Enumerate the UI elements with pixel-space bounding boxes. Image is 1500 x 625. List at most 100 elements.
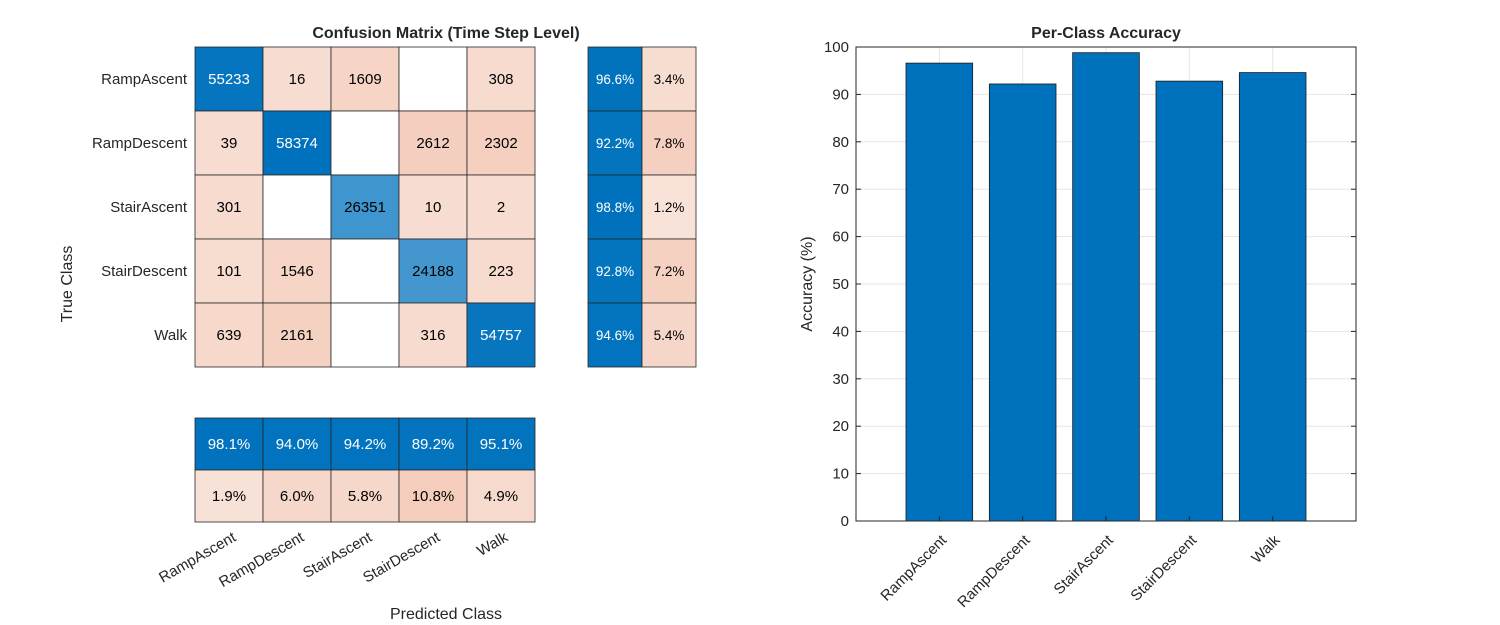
matrix-cell: [466, 174, 536, 240]
matrix-cell-value: 2612: [416, 135, 449, 152]
true-class-axis-label: True Class: [59, 246, 76, 323]
row-summary-correct-cell: [587, 110, 643, 176]
row-summary-incorrect-cell: [641, 110, 697, 176]
matrix-cell: [466, 110, 536, 176]
predicted-class-tick-label: StairDescent: [360, 528, 444, 586]
true-class-tick-label: RampAscent: [101, 71, 188, 88]
x-tick-label: RampAscent: [877, 531, 950, 604]
column-summary-correct-cell: [330, 417, 400, 471]
y-tick-label: 90: [832, 86, 849, 103]
matrix-cell: [194, 46, 264, 112]
y-tick-label: 60: [832, 229, 849, 246]
bars: [905, 52, 1307, 522]
matrix-cell: [194, 302, 264, 368]
column-summary-incorrect-cell: [398, 469, 468, 523]
matrix-cell-value: 1609: [348, 71, 381, 88]
bar-chart-title: Per-Class Accuracy: [1031, 25, 1181, 42]
y-tick-label: 0: [841, 513, 849, 530]
y-tick-label: 70: [832, 181, 849, 198]
x-tick-label: Walk: [1248, 531, 1284, 567]
matrix-cell: [398, 46, 468, 112]
matrix-cell: [330, 174, 400, 240]
matrix-cell: [330, 238, 400, 304]
row-summary-incorrect-cell: [641, 238, 697, 304]
row-summary-cells: 96.6% 3.4% 92.2% 7.8% 98.8% 1.2% 92.8% 7.2% 94.6…: [587, 46, 697, 368]
confusion-matrix-cells: 55233 16 1609 308 39 58374 2612 2302 301 26351 10 2…: [194, 46, 536, 368]
matrix-cell-value: 39: [221, 135, 238, 152]
column-summary-correct-cell: [194, 417, 264, 471]
row-summary-correct-value: 98.8%: [596, 200, 634, 215]
column-summary-correct-cell: [398, 417, 468, 471]
true-class-tick-label: Walk: [154, 327, 187, 344]
row-summary-incorrect-cell: [641, 46, 697, 112]
row-summary-incorrect-cell: [641, 302, 697, 368]
row-summary-incorrect-value: 7.2%: [654, 264, 685, 279]
matrix-cell: [262, 302, 332, 368]
matrix-cell: [466, 302, 536, 368]
matrix-cell-value: 55233: [208, 71, 250, 88]
column-summary-incorrect-cell: [330, 469, 400, 523]
predicted-class-axis-label: Predicted Class: [390, 606, 502, 623]
matrix-cell-value: 223: [488, 263, 513, 280]
matrix-cell: [262, 110, 332, 176]
row-summary-correct-cell: [587, 302, 643, 368]
true-class-tick-label: StairDescent: [101, 263, 188, 280]
column-summary-incorrect-value: 5.8%: [348, 488, 382, 505]
x-tick-label: StairDescent: [1127, 531, 1200, 604]
matrix-cell-value: 308: [488, 71, 513, 88]
matrix-cell: [330, 110, 400, 176]
column-summary-incorrect-cell: [262, 469, 332, 523]
row-summary-incorrect-cell: [641, 174, 697, 240]
matrix-cell-value: 16: [289, 71, 306, 88]
matrix-cell-value: 2302: [484, 135, 517, 152]
y-tick-label: 100: [824, 39, 849, 56]
row-summary-incorrect-value: 5.4%: [654, 328, 685, 343]
row-summary-correct-cell: [587, 174, 643, 240]
x-tick-label: RampDescent: [954, 531, 1034, 611]
matrix-cell: [466, 46, 536, 112]
bar: [1238, 72, 1307, 522]
bar: [905, 62, 974, 522]
matrix-cell-value: 58374: [276, 135, 318, 152]
column-summary-cells: 98.1% 1.9% 94.0% 6.0% 94.2% 5.8% 89.2% 10.8% 95.…: [194, 417, 536, 523]
row-summary-correct-value: 92.2%: [596, 136, 634, 151]
column-summary-correct-value: 95.1%: [480, 436, 523, 453]
matrix-cell: [466, 238, 536, 304]
row-summary-correct-cell: [587, 46, 643, 112]
column-summary-incorrect-value: 1.9%: [212, 488, 246, 505]
y-tick-label: 50: [832, 276, 849, 293]
row-summary-correct-value: 94.6%: [596, 328, 634, 343]
matrix-cell-value: 101: [216, 263, 241, 280]
y-tick-label: 80: [832, 134, 849, 151]
matrix-cell-value: 1546: [280, 263, 313, 280]
column-summary-incorrect-value: 4.9%: [484, 488, 518, 505]
matrix-cell: [194, 110, 264, 176]
matrix-cell-value: 54757: [480, 327, 522, 344]
matrix-cell: [262, 46, 332, 112]
column-summary-incorrect-value: 10.8%: [412, 488, 455, 505]
column-summary-correct-value: 94.0%: [276, 436, 319, 453]
x-tick-label: StairAscent: [1051, 531, 1118, 598]
column-summary-correct-value: 94.2%: [344, 436, 387, 453]
true-class-tick-label: RampDescent: [92, 135, 188, 152]
column-summary-correct-value: 89.2%: [412, 436, 455, 453]
y-tick-label: 20: [832, 418, 849, 435]
bar: [988, 83, 1057, 522]
matrix-cell: [262, 174, 332, 240]
y-tick-label: 10: [832, 466, 849, 483]
column-summary-correct-value: 98.1%: [208, 436, 251, 453]
accuracy-axis-label: Accuracy (%): [799, 236, 816, 331]
confusion-matrix-title: Confusion Matrix (Time Step Level): [312, 25, 579, 42]
y-tick-labels: 0 10 20 30 40 50 60 70 80 90 100: [824, 39, 1356, 530]
bar: [1072, 52, 1140, 522]
true-class-tick-label: StairAscent: [110, 199, 188, 216]
row-summary-incorrect-value: 7.8%: [654, 136, 685, 151]
row-summary-correct-value: 96.6%: [596, 72, 634, 87]
y-tick-label: 40: [832, 323, 849, 340]
matrix-cell: [330, 302, 400, 368]
y-tick-label: 30: [832, 371, 849, 388]
predicted-class-tick-labels: RampAscentRampDescentStairAscentStairDes…: [156, 528, 511, 591]
bar: [1155, 80, 1224, 522]
per-class-accuracy-chart: Per-Class Accuracy 0 10 20 30 40 50 60 70 80 90 10…: [799, 25, 1357, 611]
confusion-matrix-chart: Confusion Matrix (Time Step Level) 55233…: [59, 25, 697, 623]
